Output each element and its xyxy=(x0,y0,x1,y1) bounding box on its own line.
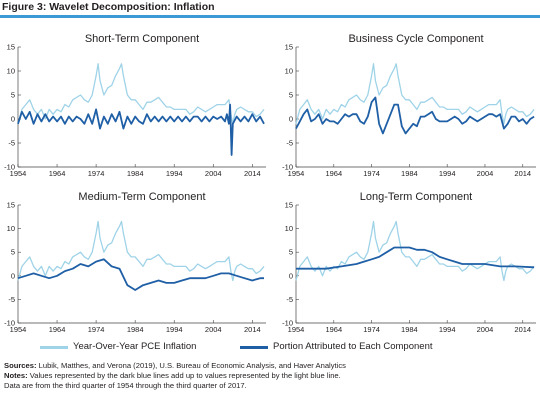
y-tick-medium-term: 5 xyxy=(11,248,15,257)
y-tick-short-term: -5 xyxy=(8,139,15,148)
y-tick-short-term: 5 xyxy=(11,91,15,100)
notes-line-2: Data are from the third quarter of 1954 … xyxy=(4,381,247,390)
x-tick-long-term: 1994 xyxy=(439,325,456,334)
y-tick-business-cycle: 10 xyxy=(285,67,293,76)
x-tick-long-term: 1974 xyxy=(363,325,380,334)
x-tick-short-term: 1984 xyxy=(127,169,144,178)
y-tick-business-cycle: 0 xyxy=(289,115,293,124)
x-tick-long-term: 1984 xyxy=(401,325,418,334)
x-tick-business-cycle: 1954 xyxy=(288,169,305,178)
y-tick-long-term: -5 xyxy=(286,295,293,304)
x-tick-business-cycle: 1974 xyxy=(363,169,380,178)
component-line-medium-term xyxy=(17,258,264,291)
x-tick-long-term: 2014 xyxy=(514,325,531,334)
y-tick-short-term: 15 xyxy=(7,43,15,52)
y-tick-medium-term: 15 xyxy=(7,201,15,210)
x-tick-business-cycle: 1984 xyxy=(401,169,418,178)
x-tick-short-term: 1994 xyxy=(166,169,183,178)
x-tick-long-term: 1964 xyxy=(325,325,342,334)
x-tick-medium-term: 2004 xyxy=(205,325,222,334)
y-tick-long-term: 0 xyxy=(289,271,293,280)
notes-line-1: Notes: Values represented by the dark bl… xyxy=(4,371,536,381)
x-tick-long-term: 2004 xyxy=(477,325,494,334)
component-line-short-term xyxy=(17,103,265,156)
notes-block: Sources: Lubik, Matthes, and Verona (201… xyxy=(4,361,536,391)
pce-inflation-line-medium-term xyxy=(17,220,265,282)
y-tick-medium-term: 0 xyxy=(11,271,15,280)
x-tick-medium-term: 1994 xyxy=(166,325,183,334)
legend-label-light: Year-Over-Year PCE Inflation xyxy=(73,341,197,352)
sources-line: Sources: Lubik, Matthes, and Verona (201… xyxy=(4,361,536,371)
x-tick-long-term: 1954 xyxy=(288,325,305,334)
component-line-long-term xyxy=(296,246,535,270)
notes-label: Notes: xyxy=(4,371,28,380)
y-tick-medium-term: -10 xyxy=(4,319,15,328)
panel-title-long-term: Long-Term Component xyxy=(360,191,473,203)
y-tick-medium-term: -5 xyxy=(8,295,15,304)
x-tick-short-term: 2004 xyxy=(205,169,222,178)
x-tick-short-term: 1964 xyxy=(49,169,66,178)
notes-text-1: Values represented by the dark blue line… xyxy=(29,371,341,380)
x-tick-business-cycle: 1994 xyxy=(439,169,456,178)
x-tick-medium-term: 1964 xyxy=(49,325,66,334)
pce-inflation-line-long-term xyxy=(295,220,535,282)
y-tick-business-cycle: 15 xyxy=(285,43,293,52)
pce-inflation-line-business-cycle xyxy=(295,63,535,125)
x-tick-short-term: 1974 xyxy=(88,169,105,178)
x-tick-business-cycle: 2004 xyxy=(477,169,494,178)
legend: Year-Over-Year PCE Inflation Portion Att… xyxy=(0,338,540,358)
panel-title-medium-term: Medium-Term Component xyxy=(78,191,205,203)
legend-swatch-dark xyxy=(240,346,268,349)
y-tick-long-term: 5 xyxy=(289,248,293,257)
y-tick-business-cycle: -5 xyxy=(286,139,293,148)
title-rule xyxy=(0,15,540,18)
figure-title: Figure 3: Wavelet Decomposition: Inflati… xyxy=(2,1,215,13)
x-tick-medium-term: 2014 xyxy=(244,325,261,334)
y-tick-medium-term: 10 xyxy=(7,224,15,233)
y-tick-long-term: 10 xyxy=(285,224,293,233)
panel-title-short-term: Short-Term Component xyxy=(85,33,199,45)
y-tick-short-term: -10 xyxy=(4,163,15,172)
x-tick-medium-term: 1954 xyxy=(10,325,27,334)
y-tick-long-term: -10 xyxy=(282,319,293,328)
panel-title-business-cycle: Business Cycle Component xyxy=(348,33,483,45)
x-tick-medium-term: 1974 xyxy=(88,325,105,334)
component-line-business-cycle xyxy=(295,96,535,135)
x-tick-medium-term: 1984 xyxy=(127,325,144,334)
y-tick-long-term: 15 xyxy=(285,201,293,210)
sources-text: Lubik, Matthes, and Verona (2019), U.S. … xyxy=(38,361,346,370)
y-tick-business-cycle: 5 xyxy=(289,91,293,100)
legend-swatch-light xyxy=(40,346,68,349)
x-tick-short-term: 1954 xyxy=(10,169,27,178)
legend-label-dark: Portion Attributed to Each Component xyxy=(273,341,433,352)
y-tick-business-cycle: -10 xyxy=(282,163,293,172)
x-tick-business-cycle: 1964 xyxy=(325,169,342,178)
sources-label: Sources: xyxy=(4,361,37,370)
x-tick-business-cycle: 2014 xyxy=(514,169,531,178)
y-tick-short-term: 10 xyxy=(7,67,15,76)
pce-inflation-line-short-term xyxy=(17,63,265,125)
y-tick-short-term: 0 xyxy=(11,115,15,124)
x-tick-short-term: 2014 xyxy=(244,169,261,178)
